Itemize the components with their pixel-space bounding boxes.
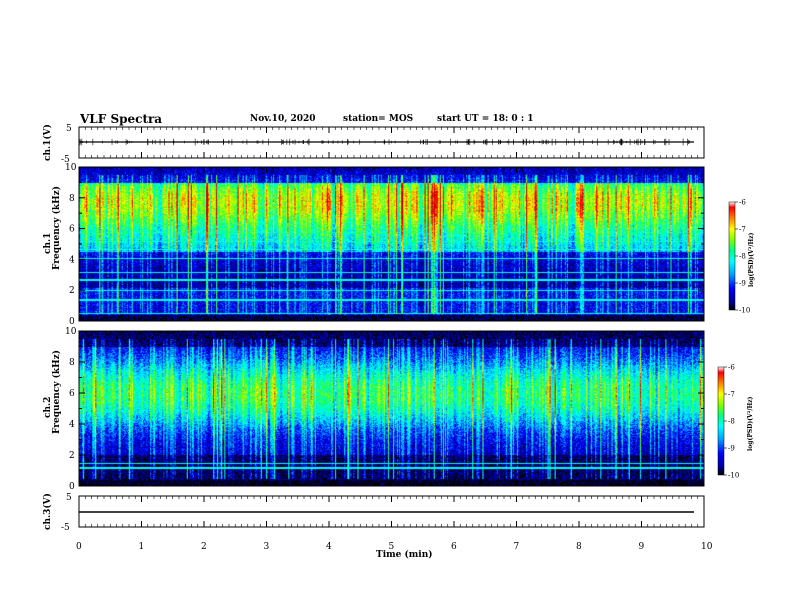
ch1-colorbar-ticks: -6 -7 -8 -9 -10 (735, 199, 750, 315)
ch1-colorbar (728, 201, 736, 311)
y-tick-label: 10 (65, 163, 77, 173)
ch1-wave-bottom-tick: -5 (61, 155, 70, 165)
x-tick-label: 8 (576, 542, 582, 552)
ch2-spec-ylabel-b: Frequency (kHz) (51, 350, 62, 434)
colorbar-tick-label: -9 (728, 445, 735, 453)
x-tick-label: 5 (389, 542, 395, 552)
time-axis-ticks (78, 127, 705, 527)
x-tick-label: 4 (326, 542, 332, 552)
y-tick-label: 0 (69, 482, 75, 492)
time-axis-tick-labels: 0 1 2 3 4 5 6 7 8 9 10 (76, 542, 713, 552)
colorbar-tick-label: -7 (728, 391, 735, 399)
y-tick-label: 2 (69, 451, 75, 461)
ch2-spec-ylabel-a: ch.2 (43, 397, 53, 418)
colorbar-tick-label: -7 (739, 226, 746, 234)
ch3-wave-top-tick: 5 (66, 493, 72, 503)
y-tick-label: 4 (69, 420, 75, 430)
ch1-wave-ylabel: ch.1(V) (42, 124, 53, 161)
x-tick-label: 9 (639, 542, 645, 552)
x-tick-label: 1 (139, 542, 145, 552)
x-tick-label: 7 (514, 542, 520, 552)
colorbar-tick-label: -9 (739, 280, 746, 288)
ch1-spec-ylabel-b: Frequency (kHz) (51, 186, 62, 270)
ch2-colorbar-label: log(PSD)(V²/Hz) (747, 396, 754, 451)
colorbar-tick-label: -8 (739, 253, 746, 261)
y-tick-label: 10 (65, 327, 77, 337)
ch1-spectrogram-image (79, 167, 704, 321)
ch1-spec-ylabel-a: ch.1 (43, 233, 53, 254)
y-tick-label: 4 (69, 255, 75, 265)
y-tick-label: 6 (69, 225, 75, 235)
ch1-colorbar-label: log(PSD)(V²/Hz) (748, 232, 755, 287)
x-tick-label: 6 (451, 542, 457, 552)
colorbar-tick-label: -10 (728, 472, 739, 480)
colorbar-tick-label: -8 (728, 418, 735, 426)
y-tick-label: 8 (69, 358, 75, 368)
x-tick-label: 2 (201, 542, 207, 552)
station-label: station= MOS (343, 114, 414, 124)
time-axis-label: Time (min) (376, 549, 433, 560)
colorbar-tick-label: -6 (739, 199, 746, 207)
ch3-wave-bottom-tick: -5 (61, 523, 70, 533)
x-tick-label: 10 (701, 542, 713, 552)
colorbar-tick-label: -6 (728, 364, 735, 372)
y-tick-label: 6 (69, 389, 75, 399)
ch2-spectrogram-image (79, 331, 704, 486)
colorbar-tick-label: -10 (739, 307, 750, 315)
ch2-colorbar-ticks: -6 -7 -8 -9 -10 (724, 364, 739, 480)
figure-title: VLF Spectra (80, 112, 163, 126)
y-tick-label: 8 (69, 194, 75, 204)
y-tick-label: 0 (69, 317, 75, 327)
ch2-colorbar (717, 366, 725, 476)
x-tick-label: 0 (76, 542, 82, 552)
start-ut-label: start UT = 18: 0 : 1 (437, 114, 534, 124)
ch3-wave-ylabel: ch.3(V) (42, 493, 53, 530)
x-tick-label: 3 (264, 542, 270, 552)
ch1-waveform-noise (79, 138, 690, 146)
ch1-wave-top-tick: 5 (66, 124, 72, 134)
date-label: Nov.10, 2020 (250, 114, 316, 124)
y-tick-label: 2 (69, 286, 75, 296)
